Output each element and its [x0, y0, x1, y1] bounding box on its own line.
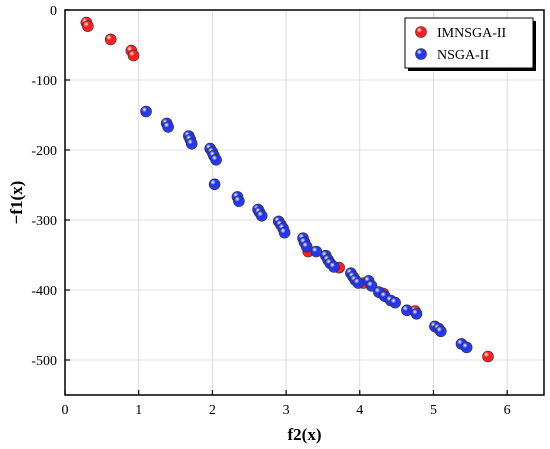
y-tick-label: -400 [31, 284, 57, 299]
data-point-nsga-ii [208, 178, 221, 191]
y-axis-title: −f1(x) [7, 181, 26, 225]
tick-labels: 0 1 2 3 4 5 6 0 -100 -200 -300 -400 -500 [31, 4, 510, 418]
data-point-nsga-ii [410, 307, 423, 320]
data-point-imnsga-ii [82, 20, 94, 32]
legend-label: NSGA-II [437, 48, 489, 63]
data-point-imnsga-ii [127, 49, 140, 62]
data-point-nsga-ii [162, 121, 174, 133]
data-points [80, 16, 494, 363]
data-point-nsga-ii [435, 325, 447, 338]
data-point-nsga-ii [255, 210, 268, 222]
data-point-nsga-ii [310, 245, 323, 258]
data-point-nsga-ii [328, 261, 340, 273]
data-point-nsga-ii [389, 296, 401, 309]
data-point-nsga-ii [460, 341, 473, 354]
x-axis-title: f2(x) [288, 425, 322, 444]
data-point-imnsga-ii [104, 33, 117, 46]
y-tick-label: -200 [31, 144, 57, 159]
data-point-nsga-ii [233, 195, 245, 207]
data-point-nsga-ii [185, 137, 198, 150]
x-tick-label: 0 [62, 403, 69, 418]
x-tick-label: 2 [209, 403, 216, 418]
data-point-imnsga-ii [482, 350, 494, 363]
legend-marker [415, 26, 427, 38]
data-point-nsga-ii [278, 226, 291, 239]
legend-marker [415, 48, 427, 60]
y-tick-label: -300 [31, 214, 57, 229]
x-tick-label: 3 [283, 403, 290, 418]
data-point-nsga-ii [210, 154, 222, 166]
y-tick-label: -100 [31, 74, 57, 89]
legend-label: IMNSGA-II [437, 26, 507, 41]
grid [64, 9, 544, 395]
data-point-nsga-ii [365, 279, 378, 292]
x-tick-label: 5 [430, 403, 437, 418]
x-tick-label: 1 [135, 403, 142, 418]
legend-box [404, 17, 534, 69]
plot-frame [64, 9, 545, 396]
data-point-nsga-ii [352, 277, 365, 289]
legend: IMNSGA-II NSGA-II [404, 17, 536, 71]
x-tick-label: 4 [356, 403, 363, 418]
x-tick-label: 6 [504, 403, 511, 418]
y-tick-label: 0 [50, 4, 57, 19]
y-tick-label: -500 [31, 354, 57, 369]
data-point-nsga-ii [140, 105, 152, 118]
axis-ticks [64, 9, 508, 395]
data-point-nsga-ii [300, 240, 313, 253]
